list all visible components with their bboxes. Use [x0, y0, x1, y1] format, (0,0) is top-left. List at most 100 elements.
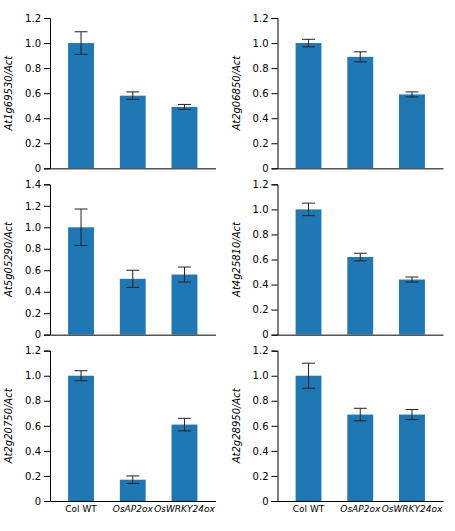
tick-label: 0.6 [253, 421, 269, 432]
tick: 0 [262, 163, 277, 174]
tick-label: 0.8 [25, 63, 41, 74]
plot-area [68, 209, 197, 335]
tick: 0 [35, 496, 50, 507]
tick-label: 0.6 [25, 88, 41, 99]
bar [399, 415, 425, 501]
error-bar [302, 363, 315, 388]
y-axis: 00.20.40.60.81.01.2 [253, 179, 278, 340]
x-axis [51, 168, 217, 169]
error-bar [178, 104, 191, 109]
y-axis-label: At2g28950/Act [231, 387, 242, 464]
tick: 0.8 [25, 63, 50, 74]
bar [347, 415, 373, 501]
tick: 0.2 [253, 138, 278, 149]
tick-mark [272, 118, 278, 119]
axis-line [278, 501, 444, 502]
tick: 0.4 [253, 113, 278, 124]
tick-mark [44, 68, 50, 69]
tick: 1.2 [25, 345, 50, 356]
tick: 0.2 [25, 308, 50, 319]
tick: 0.8 [25, 243, 50, 254]
tick: 1.2 [253, 179, 278, 190]
bar [120, 96, 146, 169]
axis-line [44, 19, 51, 169]
error-bar [406, 277, 419, 282]
tick-mark [44, 18, 50, 19]
tick: 0.2 [253, 471, 278, 482]
error-bar [178, 267, 191, 282]
panel: 00.20.40.60.81.01.2At2g06850/Act [231, 13, 444, 174]
tick-label: 0.4 [25, 113, 41, 124]
error-bar [178, 418, 191, 431]
tick-label: 1.0 [253, 370, 269, 381]
axis-line [44, 185, 51, 335]
tick-label: 0.6 [25, 265, 41, 276]
tick-label: 1.2 [253, 345, 269, 356]
tick-mark [272, 335, 278, 336]
y-axis: 00.20.40.60.81.01.21.4 [25, 179, 50, 340]
tick-label: 1.2 [25, 345, 41, 356]
axis-line [44, 351, 51, 501]
tick: 0.4 [25, 113, 50, 124]
chart: 00.20.40.60.81.01.2At1g69530/Act00.20.40… [0, 0, 455, 531]
tick: OsAP2ox [113, 504, 154, 514]
panel: 00.20.40.60.81.01.2At4g25810/Act [231, 179, 444, 340]
tick-label: 1.0 [253, 204, 269, 215]
tick-mark [44, 401, 50, 402]
tick-mark [44, 476, 50, 477]
error-bar [406, 410, 419, 420]
error-bar [302, 39, 315, 47]
error-bar [406, 92, 419, 97]
tick-mark [44, 451, 50, 452]
tick-mark [44, 249, 50, 250]
tick-label: 0.4 [253, 279, 269, 290]
bar [172, 107, 198, 168]
bar [399, 280, 425, 335]
tick-mark [272, 376, 278, 377]
tick-mark [44, 143, 50, 144]
tick-label: 1.4 [25, 179, 41, 190]
tick-mark [44, 43, 50, 44]
tick: 0.6 [25, 265, 50, 276]
tick: 1.2 [25, 13, 50, 24]
axis-line [278, 168, 444, 169]
x-axis [278, 168, 444, 169]
axis-line [272, 351, 279, 501]
panel: 00.20.40.60.81.01.2Col WTOsAP2oxOsWRKY24… [3, 345, 216, 514]
tick-mark [272, 310, 278, 311]
tick-mark [272, 18, 278, 19]
y-axis: 00.20.40.60.81.01.2 [253, 345, 278, 506]
tick: 1.2 [25, 201, 50, 212]
tick: 0.2 [25, 138, 50, 149]
tick-mark [44, 93, 50, 94]
tick-label: 0.8 [253, 229, 269, 240]
axis-line [51, 501, 217, 502]
tick: Col WT [293, 504, 325, 514]
tick-label: 1.0 [253, 38, 269, 49]
tick: Col WT [65, 504, 97, 514]
tick: 1.0 [253, 204, 278, 215]
plot-area [68, 32, 197, 169]
bar [172, 425, 198, 501]
bar [296, 43, 322, 168]
bar [296, 209, 322, 334]
tick: 0.2 [25, 471, 50, 482]
tick: 0.6 [253, 254, 278, 265]
tick-label: 1.2 [25, 13, 41, 24]
tick-mark [44, 313, 50, 314]
tick-mark [272, 209, 278, 210]
tick-label: 0 [35, 496, 41, 507]
error-bar [126, 270, 139, 287]
plot-area [68, 371, 197, 501]
tick-mark [272, 143, 278, 144]
tick-mark [272, 476, 278, 477]
tick: 1.0 [25, 370, 50, 381]
tick-mark [44, 292, 50, 293]
error-bar [354, 52, 367, 62]
tick-mark [272, 93, 278, 94]
tick: 0.2 [253, 304, 278, 315]
tick-label: 1.2 [253, 13, 269, 24]
error-bar [354, 253, 367, 261]
tick: 1.0 [25, 222, 50, 233]
error-bar [126, 92, 139, 100]
